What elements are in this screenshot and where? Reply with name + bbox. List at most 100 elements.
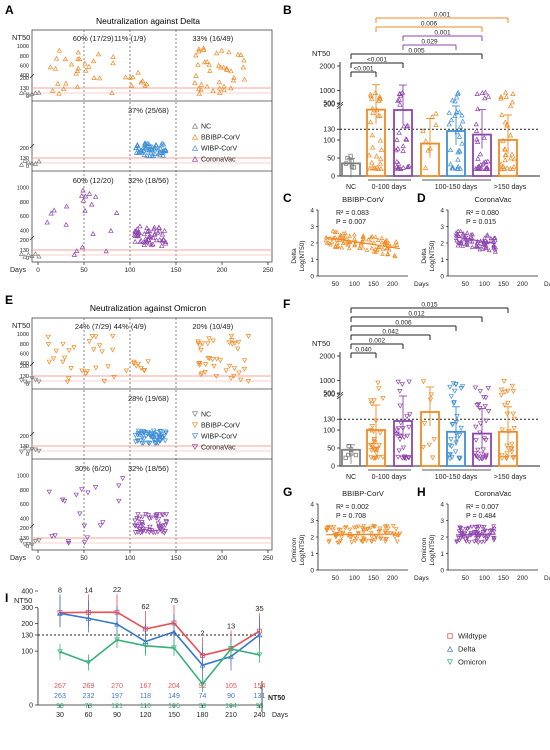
data-marker bbox=[401, 435, 407, 440]
data-marker bbox=[397, 433, 403, 439]
data-marker bbox=[508, 155, 514, 161]
y-tick-label: 200 bbox=[20, 76, 29, 82]
data-marker bbox=[80, 197, 87, 203]
data-marker bbox=[346, 245, 352, 251]
data-marker bbox=[195, 85, 202, 91]
data-marker bbox=[500, 137, 506, 143]
data-marker bbox=[485, 158, 491, 164]
data-marker bbox=[491, 245, 497, 250]
data-marker bbox=[228, 333, 235, 339]
data-marker bbox=[371, 524, 377, 529]
data-marker bbox=[92, 485, 99, 491]
data-marker bbox=[141, 368, 148, 373]
data-marker bbox=[403, 136, 409, 142]
data-marker bbox=[458, 425, 464, 431]
data-marker bbox=[429, 113, 435, 119]
data-marker bbox=[153, 435, 160, 441]
data-marker bbox=[199, 662, 206, 668]
data-marker bbox=[345, 242, 351, 247]
data-marker bbox=[421, 421, 428, 427]
data-marker bbox=[360, 233, 366, 238]
legend-label: Delta bbox=[458, 645, 476, 654]
data-marker bbox=[459, 140, 465, 146]
data-marker bbox=[429, 455, 436, 461]
data-marker bbox=[503, 94, 510, 100]
data-marker bbox=[154, 512, 160, 518]
data-marker bbox=[127, 74, 134, 80]
nc-marker bbox=[18, 449, 25, 455]
data-marker bbox=[428, 392, 435, 398]
data-marker bbox=[93, 334, 99, 340]
data-marker bbox=[132, 233, 139, 239]
data-marker bbox=[502, 389, 508, 395]
data-marker bbox=[195, 341, 201, 347]
data-marker bbox=[146, 530, 153, 535]
data-marker bbox=[201, 59, 208, 65]
category-label: NC bbox=[346, 184, 356, 191]
y-tick-label: 130 bbox=[323, 417, 335, 424]
x-tick-label: 60 bbox=[85, 712, 93, 719]
series-value-label: 39 bbox=[199, 703, 207, 710]
data-marker bbox=[171, 629, 177, 635]
data-marker bbox=[458, 238, 464, 244]
x-tick-label: 100 bbox=[125, 555, 136, 562]
panel-label-a: A bbox=[5, 3, 14, 17]
nc-marker bbox=[29, 253, 35, 258]
series-value-label: 121 bbox=[111, 703, 123, 710]
y-tick-label: 1 bbox=[440, 257, 444, 264]
data-marker bbox=[491, 524, 496, 529]
data-marker bbox=[163, 520, 170, 526]
data-marker bbox=[334, 531, 340, 537]
data-marker bbox=[475, 536, 481, 541]
data-marker bbox=[108, 227, 114, 233]
y-tick-label: 200 bbox=[20, 238, 29, 244]
data-marker bbox=[458, 228, 464, 233]
series-line bbox=[59, 611, 260, 657]
data-marker bbox=[400, 164, 407, 170]
data-marker bbox=[375, 455, 382, 460]
data-marker bbox=[463, 537, 468, 542]
data-marker bbox=[456, 109, 462, 115]
data-marker bbox=[486, 247, 492, 253]
series-value-label: 131 bbox=[254, 693, 266, 700]
data-marker bbox=[198, 86, 204, 92]
data-marker bbox=[209, 357, 216, 363]
data-marker bbox=[473, 424, 479, 430]
data-marker bbox=[60, 86, 67, 91]
data-marker bbox=[481, 135, 487, 140]
x-axis-label: Days bbox=[10, 267, 26, 274]
data-marker bbox=[510, 389, 517, 394]
data-marker bbox=[393, 147, 399, 153]
data-marker bbox=[488, 235, 494, 241]
data-marker bbox=[371, 398, 377, 404]
data-marker bbox=[146, 516, 153, 522]
data-marker bbox=[110, 347, 116, 353]
data-marker bbox=[152, 151, 158, 156]
data-marker bbox=[45, 342, 52, 348]
data-marker bbox=[343, 455, 348, 460]
y-tick-label: 1000 bbox=[17, 332, 29, 338]
data-marker bbox=[68, 61, 75, 67]
percent-label: 24% (7/29) bbox=[75, 322, 112, 331]
data-marker bbox=[143, 433, 149, 439]
data-marker bbox=[475, 447, 481, 453]
data-marker bbox=[136, 149, 142, 155]
data-marker bbox=[460, 533, 466, 538]
y-tick-label: 1 bbox=[440, 551, 444, 558]
data-marker bbox=[377, 137, 384, 143]
data-marker bbox=[52, 533, 58, 539]
data-marker bbox=[449, 455, 455, 461]
x-tick-label: 90 bbox=[113, 712, 121, 719]
data-marker bbox=[337, 234, 343, 239]
data-marker bbox=[91, 75, 97, 80]
data-marker bbox=[226, 49, 232, 55]
data-marker bbox=[484, 537, 490, 542]
data-marker bbox=[158, 149, 164, 155]
data-marker bbox=[483, 245, 489, 251]
data-marker bbox=[161, 433, 168, 439]
sample-count-label: 75 bbox=[170, 596, 178, 605]
data-marker bbox=[453, 420, 460, 425]
data-marker bbox=[82, 60, 88, 66]
data-marker bbox=[146, 240, 153, 246]
data-marker bbox=[482, 235, 487, 240]
